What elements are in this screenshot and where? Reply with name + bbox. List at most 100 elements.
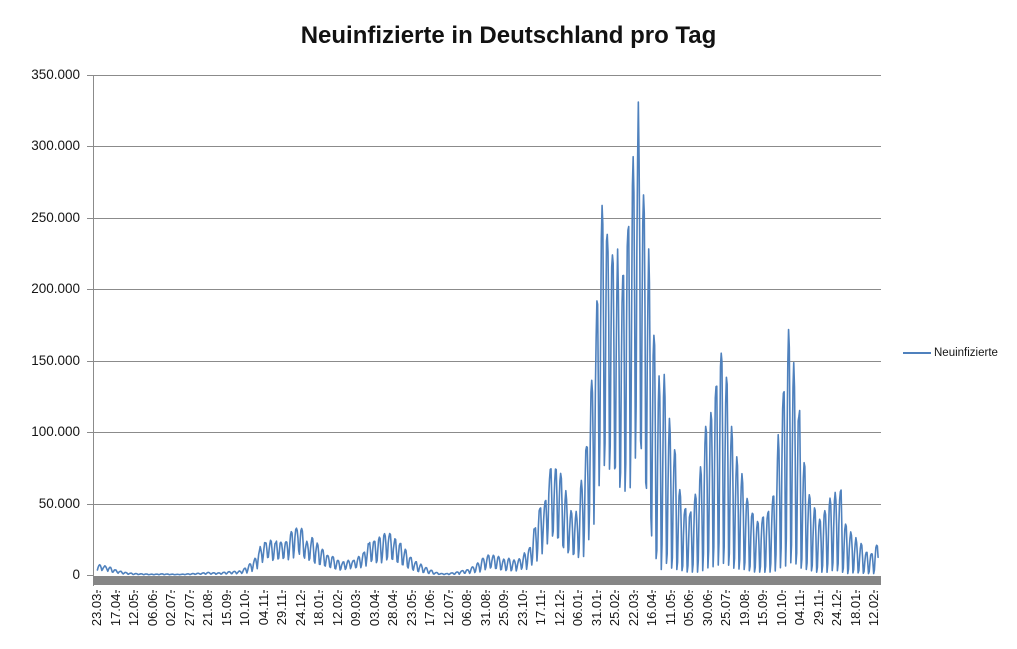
x-axis-tick <box>521 590 524 593</box>
y-gridline <box>93 432 881 434</box>
x-axis-tick <box>336 590 339 593</box>
x-axis-tick <box>854 590 857 593</box>
x-axis-tick <box>151 590 154 593</box>
y-axis-tick <box>87 360 93 362</box>
x-axis-label: 17.11. <box>533 590 549 626</box>
y-gridline <box>93 360 881 362</box>
x-axis-tick <box>410 590 413 593</box>
x-axis-tick <box>595 590 598 593</box>
x-axis-label: 12.05. <box>126 590 142 627</box>
y-axis-tick <box>87 432 93 434</box>
x-axis-label: 03.04. <box>366 590 382 627</box>
y-axis-label: 200.000 <box>31 281 80 297</box>
x-axis-label: 10.10. <box>773 590 789 627</box>
x-axis-label: 24.12. <box>292 590 308 627</box>
x-axis-label: 22.03. <box>625 590 641 627</box>
x-axis-tick <box>503 590 506 593</box>
x-axis-tick <box>762 590 765 593</box>
x-axis-label: 25.07. <box>718 590 734 627</box>
x-axis-tick <box>558 590 561 593</box>
x-axis-tick <box>669 590 672 593</box>
x-axis-label: 23.10. <box>514 590 530 627</box>
legend-line-swatch <box>903 352 931 354</box>
x-axis-label: 04.11. <box>255 590 271 626</box>
y-gridline <box>93 217 881 219</box>
x-axis-tick <box>540 590 543 593</box>
x-axis-label: 31.08. <box>477 590 493 627</box>
x-axis-label: 18.01. <box>847 590 863 627</box>
x-axis-tick <box>817 590 820 593</box>
x-axis-tick <box>466 590 469 593</box>
x-axis-label: 11.05. <box>662 590 678 626</box>
y-gridline <box>93 146 881 148</box>
y-axis-tick <box>87 146 93 148</box>
x-axis-tick <box>373 590 376 593</box>
x-axis-label: 12.02. <box>866 590 882 627</box>
x-axis-label: 23.03. <box>89 590 105 627</box>
chart-title: Neuinfizierte in Deutschland pro Tag <box>300 22 717 49</box>
x-axis-label: 29.11. <box>810 590 826 626</box>
x-axis-tick <box>318 590 321 593</box>
x-axis-tick <box>281 590 284 593</box>
x-axis-tick <box>799 590 802 593</box>
y-axis-label: 0 <box>72 567 80 582</box>
x-axis-label: 30.06. <box>699 590 715 627</box>
x-axis-label: 12.12. <box>551 590 567 627</box>
x-axis-label: 05.06. <box>681 590 697 627</box>
legend-label: Neuinfizierte <box>934 347 998 359</box>
x-axis-label: 18.01. <box>311 590 327 627</box>
y-axis-label: 350.000 <box>31 67 80 82</box>
y-gridline <box>93 289 881 291</box>
y-axis-line <box>93 75 94 586</box>
x-axis-tick <box>262 590 265 593</box>
x-axis-tick <box>614 590 617 593</box>
x-axis-label: 09.03. <box>348 590 364 627</box>
y-axis-label: 300.000 <box>31 138 80 154</box>
x-axis-tick <box>484 590 487 593</box>
y-axis-label: 100.000 <box>31 424 80 440</box>
x-axis-tick <box>725 590 728 593</box>
y-axis-label: 150.000 <box>31 352 80 368</box>
y-gridline <box>93 75 881 76</box>
x-axis-tick <box>429 590 432 593</box>
x-axis-zero-band <box>93 576 881 585</box>
x-axis-tick <box>114 590 117 593</box>
x-axis-label: 15.09. <box>218 590 234 627</box>
x-axis-tick <box>743 590 746 593</box>
x-axis-label: 27.07. <box>181 590 197 627</box>
x-axis-label: 19.08. <box>736 590 752 627</box>
x-axis-tick <box>133 590 136 593</box>
x-axis-label: 31.01. <box>588 590 604 627</box>
y-gridline <box>93 503 881 505</box>
x-axis-label: 28.04. <box>385 590 401 627</box>
x-axis-tick <box>836 590 839 593</box>
x-axis-label: 24.12. <box>829 590 845 627</box>
x-axis-label: 10.10. <box>237 590 253 627</box>
y-axis-tick <box>87 217 93 219</box>
y-axis-tick <box>87 575 93 576</box>
x-axis-label: 04.11. <box>792 590 808 626</box>
x-axis-label: 25.02. <box>607 590 623 627</box>
x-axis-tick <box>706 590 709 593</box>
x-axis-label: 29.11. <box>274 590 290 626</box>
x-axis-tick <box>632 590 635 593</box>
y-axis-label: 50.000 <box>38 495 80 511</box>
x-axis-label: 15.09. <box>755 590 771 627</box>
x-axis-tick <box>170 590 173 593</box>
x-axis-tick <box>244 590 247 593</box>
legend: Neuinfizierte <box>903 345 998 361</box>
x-axis-tick <box>577 590 580 593</box>
x-axis-tick <box>188 590 191 593</box>
x-axis-tick <box>688 590 691 593</box>
x-axis-label: 12.07. <box>440 590 456 627</box>
x-axis-tick <box>299 590 302 593</box>
x-axis-label: 21.08. <box>200 590 216 627</box>
x-axis-tick <box>355 590 358 593</box>
x-axis-tick <box>207 590 210 593</box>
x-axis-tick <box>225 590 228 593</box>
y-axis-tick <box>87 503 93 505</box>
x-axis-label: 12.02. <box>329 590 345 627</box>
x-axis-label: 06.08. <box>459 590 475 627</box>
